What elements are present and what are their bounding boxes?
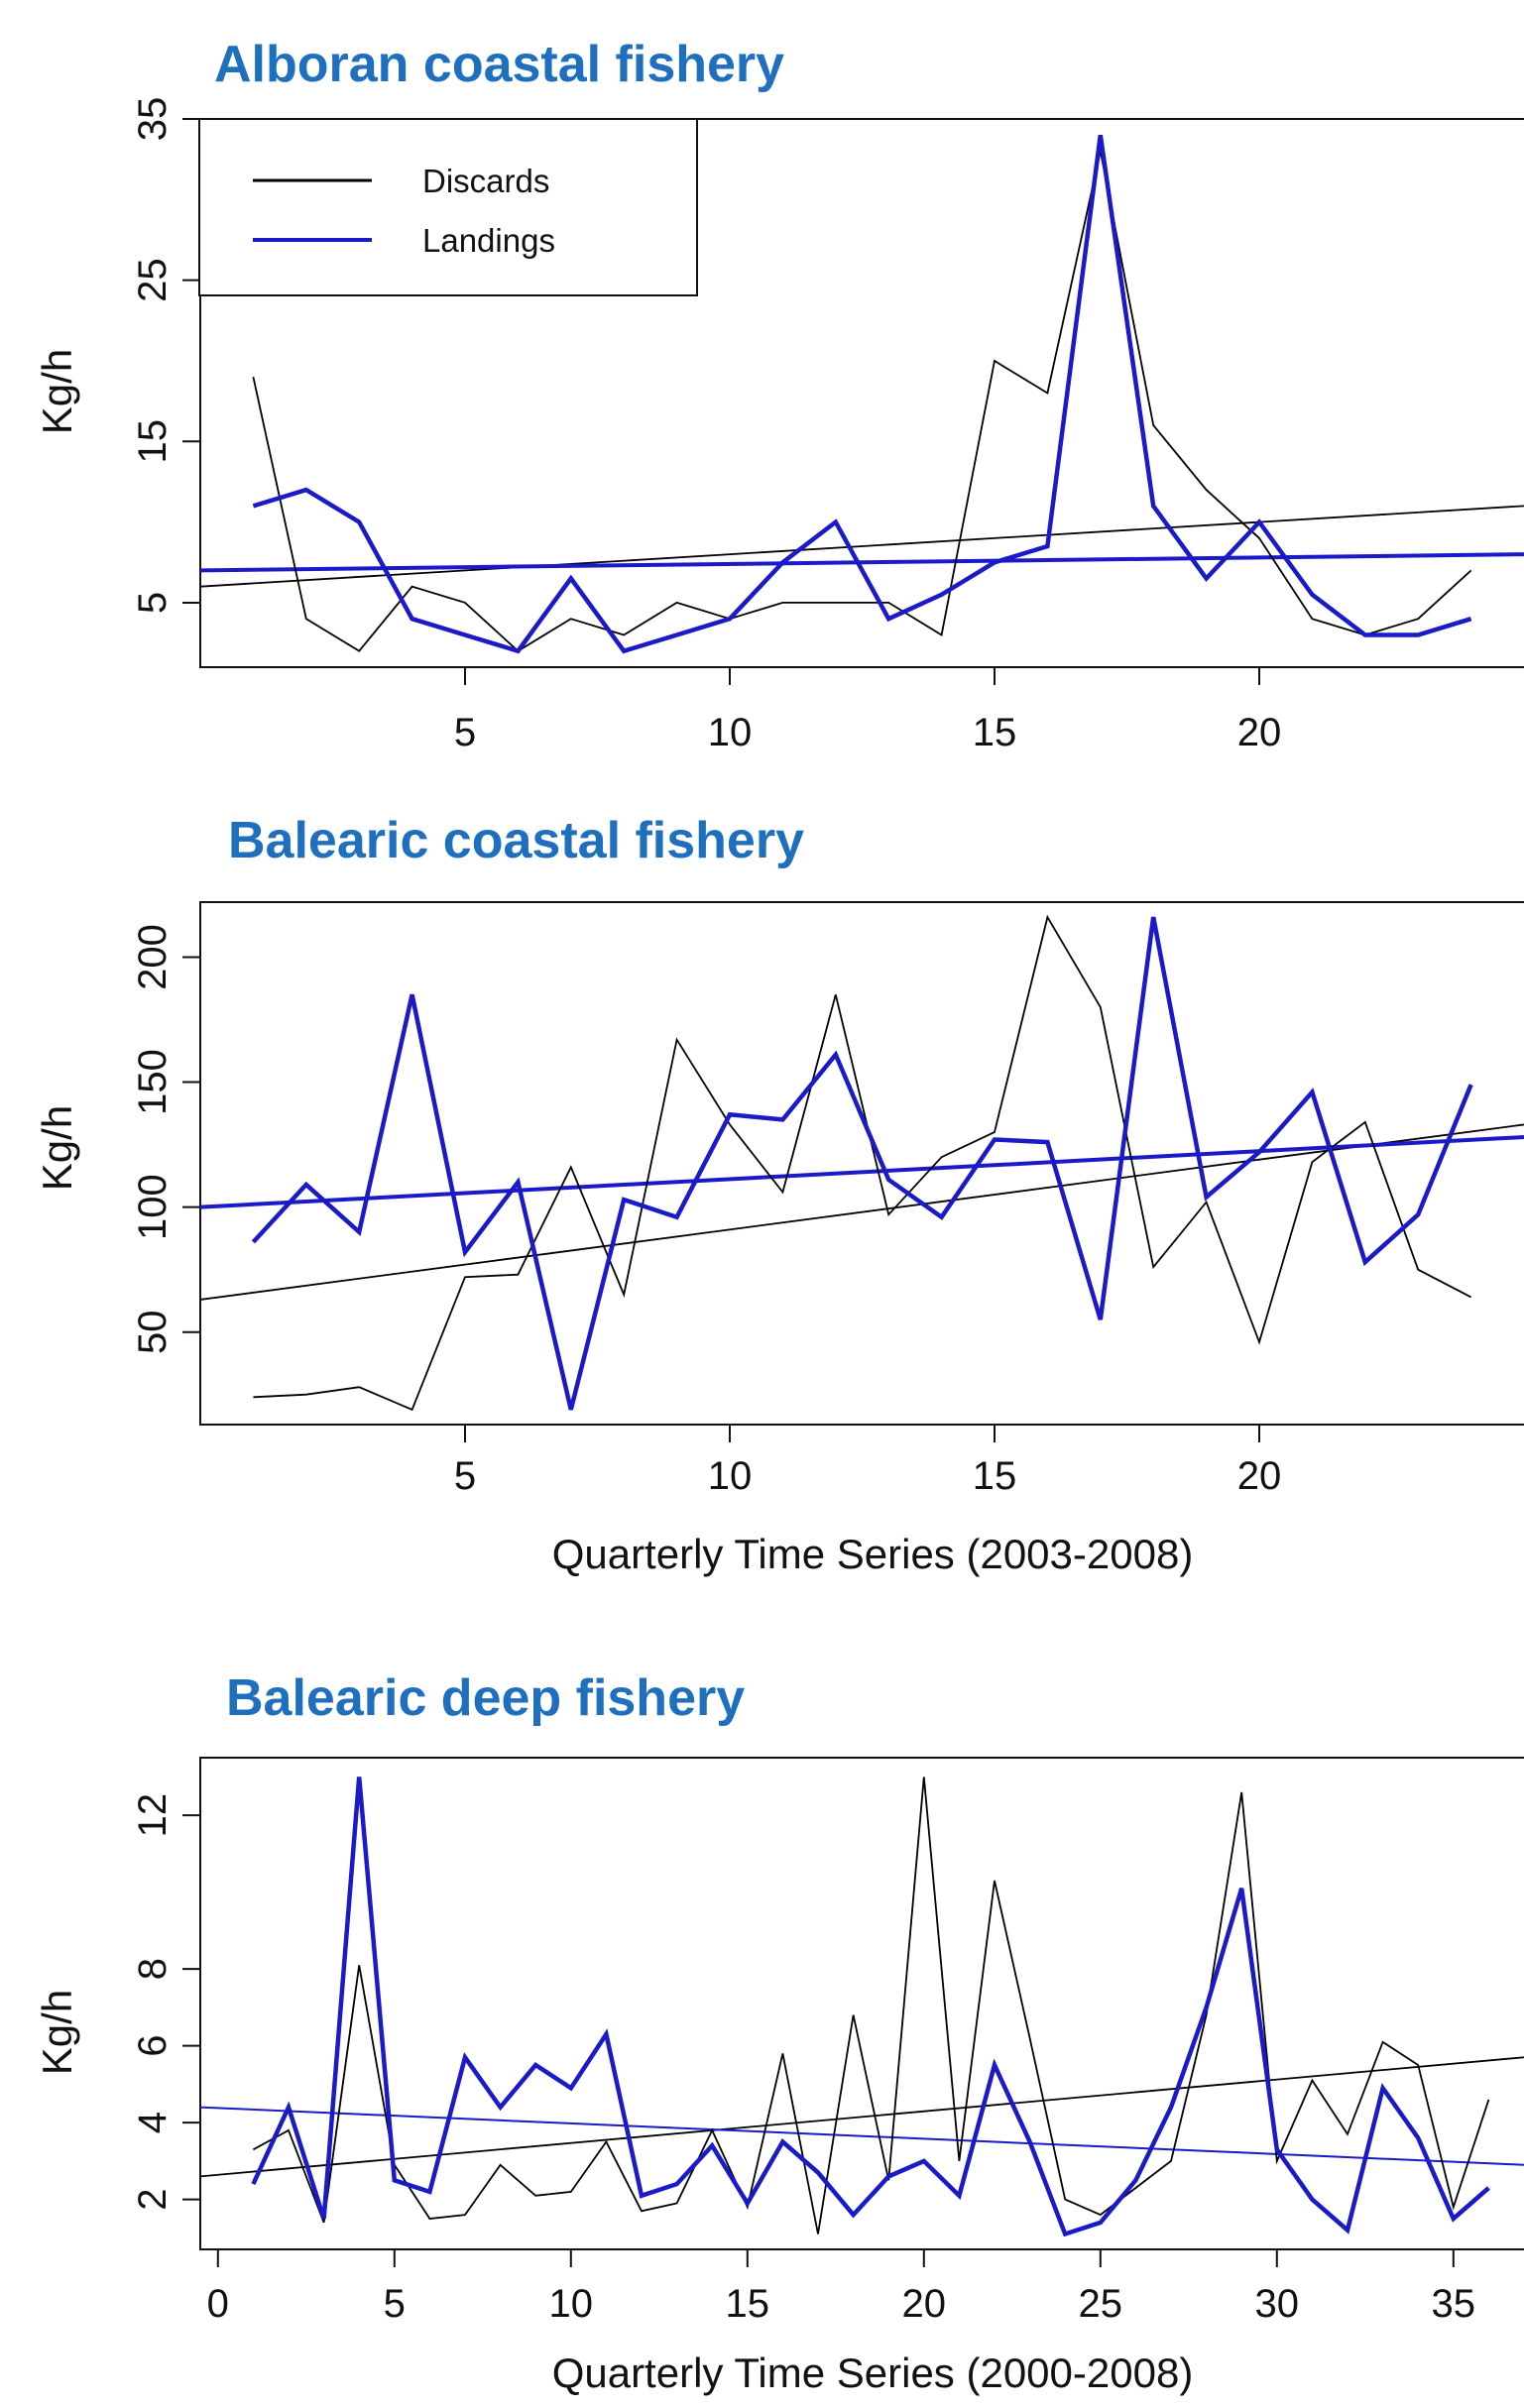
panel-title: Balearic coastal fishery (228, 812, 804, 869)
y-axis-label: Kg/h (34, 349, 80, 434)
series-line-landings (251, 1777, 1490, 2237)
x-axis-label: Quarterly Time Series (2003-2008) (552, 1531, 1194, 1577)
panel-alboran: Alboran coastal fishery Kg/h 5 15 25 35 5 10 1… (34, 36, 1524, 754)
legend-label-landings: Landings (422, 222, 555, 259)
y-tick-label: 5 (131, 592, 175, 614)
x-tick-label: 35 (1432, 2282, 1476, 2326)
data-layer (200, 1777, 1524, 2237)
y-tick-label: 25 (131, 258, 175, 302)
legend-box (198, 118, 698, 296)
x-tick-label: 5 (384, 2282, 406, 2326)
y-tick-label: 100 (131, 1174, 175, 1240)
plot-area: 2 4 6 8 12 0 5 10 15 20 25 30 35 (131, 1757, 1524, 2326)
y-tick-label: 50 (131, 1310, 175, 1354)
x-tick-label: 15 (973, 1454, 1017, 1498)
trend-line-discards (200, 2056, 1524, 2178)
x-tick-label: 20 (1237, 711, 1282, 754)
y-tick-label: 8 (131, 1958, 175, 1980)
y-axis-label: Kg/h (34, 1105, 80, 1191)
y-tick-label: 15 (131, 419, 175, 464)
data-layer (200, 134, 1524, 654)
plot-frame (199, 118, 1524, 668)
y-tick-label: 150 (131, 1049, 175, 1115)
plot-frame (199, 1757, 1524, 2250)
series-line-discards (252, 151, 1472, 652)
y-tick-label: 35 (131, 97, 175, 142)
y-axis-label: Kg/h (34, 1990, 80, 2075)
panel-title: Balearic deep fishery (226, 1669, 745, 1727)
y-tick-label: 2 (131, 2189, 175, 2211)
x-tick-label: 5 (454, 711, 476, 754)
x-tick-label: 0 (207, 2282, 229, 2326)
trend-line-landings (200, 2106, 1524, 2166)
plot-area: 50 100 150 200 5 10 15 20 (131, 901, 1524, 1498)
trend-line-discards (200, 505, 1524, 588)
y-tick-label: 6 (131, 2035, 175, 2057)
legend: Discards Landings (198, 118, 698, 296)
y-tick-label: 200 (131, 924, 175, 990)
series-line-landings (251, 916, 1473, 1411)
x-tick-label: 10 (549, 2282, 594, 2326)
x-tick-label: 15 (726, 2282, 770, 2326)
x-tick-label: 5 (454, 1454, 476, 1498)
plot-area: 5 15 25 35 5 10 15 20 (131, 97, 1524, 754)
data-layer (200, 914, 1524, 1412)
x-tick-label: 10 (708, 1454, 753, 1498)
x-tick-label: 20 (902, 2282, 947, 2326)
y-tick-label: 4 (131, 2112, 175, 2133)
x-tick-label: 15 (973, 711, 1017, 754)
trend-line-landings (200, 552, 1524, 573)
plot-frame (199, 901, 1524, 1426)
trend-line-discards (200, 1123, 1524, 1301)
series-line-landings (252, 134, 1472, 654)
x-axis-label: Quarterly Time Series (2000-2008) (552, 2350, 1194, 2396)
y-tick-label: 12 (131, 1793, 175, 1838)
x-tick-label: 20 (1237, 1454, 1282, 1498)
x-tick-label: 30 (1255, 2282, 1300, 2326)
series-line-discards (252, 1777, 1490, 2235)
x-tick-label: 10 (708, 711, 753, 754)
x-tick-label: 25 (1079, 2282, 1123, 2326)
legend-label-discards: Discards (422, 163, 549, 199)
panel-balearic-coastal: Balearic coastal fishery Kg/h 50 100 150 20… (34, 812, 1524, 1577)
panel-title: Alboran coastal fishery (214, 36, 784, 93)
trend-line-landings (200, 1135, 1524, 1209)
series-line-discards (253, 914, 1472, 1412)
